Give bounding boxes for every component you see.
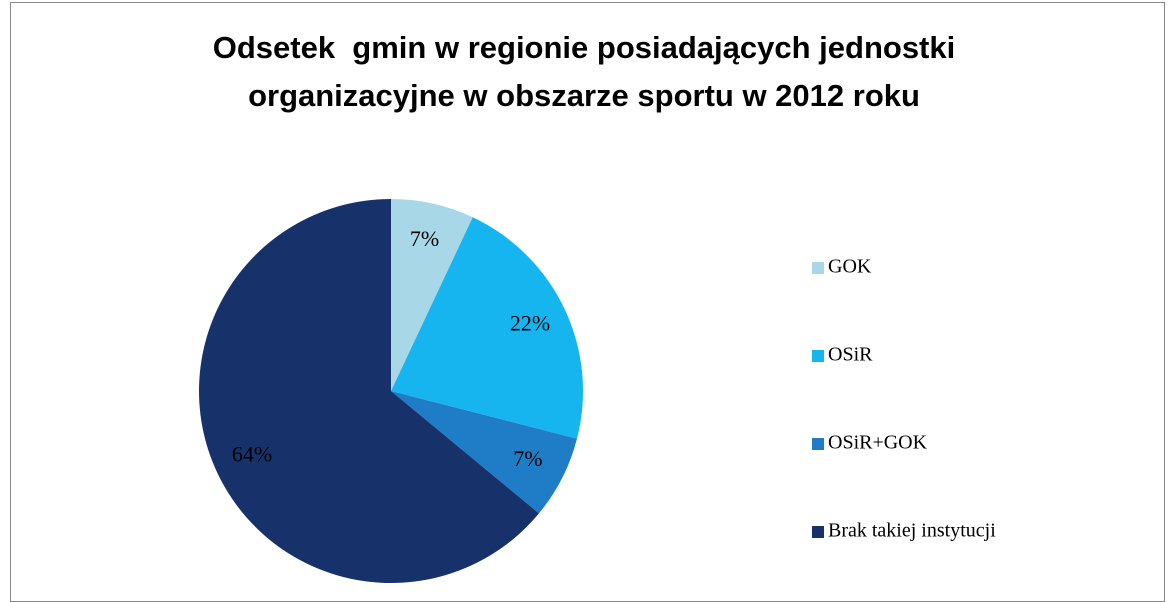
legend-label: GOK — [828, 256, 872, 278]
pie-slice — [391, 391, 577, 514]
data-label: 22% — [510, 311, 550, 336]
pie-slice — [198, 199, 539, 583]
legend-swatch — [812, 350, 824, 362]
legend-swatch — [812, 262, 824, 274]
chart-title: Odsetek gmin w regionie posiadających je… — [212, 30, 956, 113]
legend-swatch — [812, 438, 824, 450]
legend-label: OSiR+GOK — [828, 432, 928, 454]
legend-swatch — [812, 526, 824, 538]
data-label: 7% — [410, 226, 439, 251]
data-label: 7% — [513, 446, 542, 471]
data-label: 64% — [232, 441, 272, 466]
legend-label: OSiR — [828, 344, 873, 366]
pie-slice — [391, 217, 583, 439]
legend-label: Brak takiej instytucji — [828, 520, 996, 542]
pie-slice — [391, 199, 473, 391]
